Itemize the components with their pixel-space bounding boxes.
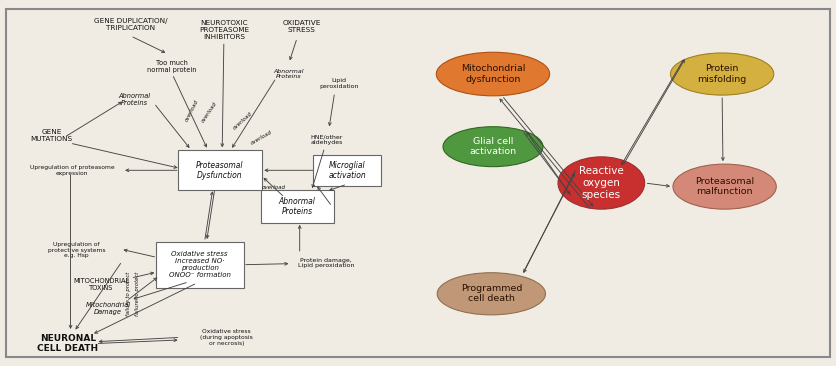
Text: Protein
misfolding: Protein misfolding [697, 64, 747, 84]
Text: Glial cell
activation: Glial cell activation [470, 137, 517, 156]
Text: Oxidative stress
Increased NO·
production
ONOO⁻ formation: Oxidative stress Increased NO· productio… [169, 251, 231, 278]
Ellipse shape [558, 157, 645, 209]
Text: GENE DUPLICATION/
TRIPLICATION: GENE DUPLICATION/ TRIPLICATION [94, 19, 167, 31]
Text: Proteasomal
Dysfunction: Proteasomal Dysfunction [196, 161, 243, 180]
Text: Abnormal
Proteins: Abnormal Proteins [119, 93, 150, 106]
Text: Too much
normal protein: Too much normal protein [147, 60, 197, 73]
Text: Reactive
oxygen
species: Reactive oxygen species [579, 167, 624, 199]
Text: MITOCHONDRIAL
TOXINS: MITOCHONDRIAL TOXINS [74, 278, 130, 291]
Text: overload: overload [250, 130, 273, 146]
Text: OXIDATIVE
STRESS: OXIDATIVE STRESS [283, 20, 320, 33]
Text: HNE/other
aldehydes: HNE/other aldehydes [310, 134, 343, 145]
Text: Programmed
cell death: Programmed cell death [461, 284, 522, 303]
Text: Protein damage,
Lipid peroxidation: Protein damage, Lipid peroxidation [298, 258, 354, 268]
Text: Microglial
activation: Microglial activation [329, 161, 366, 180]
Text: Abnormal
Proteins: Abnormal Proteins [273, 69, 304, 79]
Text: failure to protect: failure to protect [125, 272, 130, 316]
Text: Mitochondrial
dysfunction: Mitochondrial dysfunction [461, 64, 525, 84]
Text: overload: overload [201, 101, 218, 123]
Text: overload: overload [232, 111, 253, 131]
Text: Proteasomal
malfunction: Proteasomal malfunction [695, 177, 754, 196]
Ellipse shape [443, 127, 543, 167]
Text: Abnormal
Proteins: Abnormal Proteins [278, 197, 316, 216]
Ellipse shape [670, 53, 774, 95]
FancyBboxPatch shape [155, 242, 244, 288]
Text: overload: overload [184, 98, 199, 122]
Text: Lipid
peroxidation: Lipid peroxidation [319, 78, 359, 89]
Text: Upregulation of proteasome
expression: Upregulation of proteasome expression [30, 165, 115, 176]
Text: NEUROTOXIC
PROTEASOME
INHIBITORS: NEUROTOXIC PROTEASOME INHIBITORS [199, 20, 249, 41]
FancyBboxPatch shape [177, 150, 262, 190]
FancyBboxPatch shape [314, 155, 381, 186]
Ellipse shape [673, 164, 777, 209]
Text: failure to protect: failure to protect [135, 272, 140, 316]
Text: Oxidative stress
(during apoptosis
or necrosis): Oxidative stress (during apoptosis or ne… [200, 329, 252, 346]
Ellipse shape [436, 52, 549, 96]
Text: overload: overload [262, 185, 286, 190]
Ellipse shape [437, 273, 545, 315]
FancyBboxPatch shape [261, 190, 334, 223]
Text: NEURONAL
CELL DEATH: NEURONAL CELL DEATH [38, 334, 99, 353]
Text: Upregulation of
protective systems
e.g. Hsp: Upregulation of protective systems e.g. … [48, 242, 105, 258]
Text: GENE
MUTATIONS: GENE MUTATIONS [30, 129, 73, 142]
Text: Mitochondrial
Damage: Mitochondrial Damage [85, 302, 130, 315]
